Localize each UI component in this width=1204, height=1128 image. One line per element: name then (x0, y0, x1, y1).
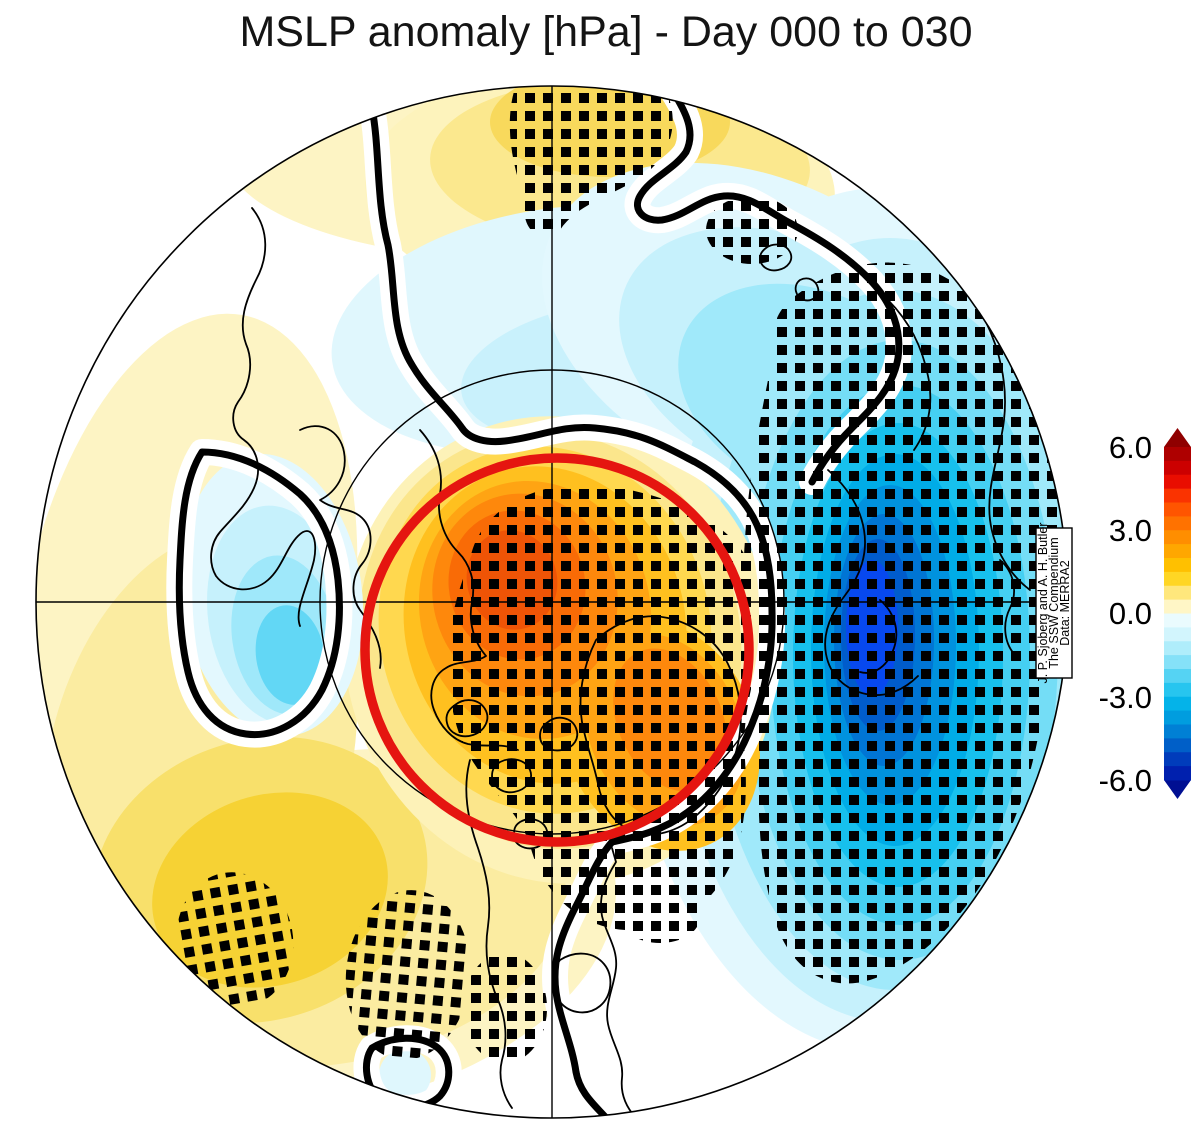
colorbar-segment (1164, 710, 1191, 726)
colorbar-segment (1164, 558, 1191, 573)
colorbar-tick-6: 6.0 (1109, 430, 1152, 465)
colorbar-segment (1164, 613, 1191, 628)
polar-map (36, 86, 1068, 1118)
colorbar-segment (1164, 627, 1191, 642)
coast-greenland (579, 615, 742, 836)
colorbar-arrow-top (1164, 428, 1191, 447)
colorbar-segment (1164, 766, 1191, 781)
attribution-line-1: J. P. Sjoberg and A. H. Butler (1036, 523, 1050, 684)
coast-kamchatka (210, 207, 317, 627)
coast-russia-east (984, 319, 1031, 591)
colorbar-segment (1164, 530, 1191, 545)
colorbar-segment (1164, 599, 1191, 615)
colorbar-tick-m3: -3.0 (1099, 680, 1152, 715)
colorbar: 6.0 3.0 0.0 -3.0 -6.0 (1099, 428, 1191, 799)
stipple-nw-atlantic (620, 891, 700, 943)
stipple-europe (743, 262, 1060, 984)
attribution-box: J. P. Sjoberg and A. H. Butler The SSW C… (1035, 523, 1073, 684)
colorbar-segment (1164, 502, 1191, 517)
colorbar-segments (1164, 447, 1191, 781)
polar-cap-highlight-circle (360, 453, 754, 847)
attribution-line-3: Data: MERRA2 (1058, 560, 1072, 645)
colorbar-segment (1164, 544, 1191, 559)
coast-nam-east (600, 847, 639, 1118)
colorbar-segment (1164, 585, 1191, 601)
colorbar-segment (1164, 474, 1191, 490)
colorbar-segment (1164, 682, 1191, 698)
colorbar-arrow-bottom (1164, 780, 1191, 799)
colorbar-segment (1164, 655, 1191, 670)
stipple-npac-3 (463, 953, 547, 1063)
coastlines (210, 207, 1031, 1118)
coast-hudson-bay (551, 952, 612, 1014)
colorbar-tick-0: 0.0 (1109, 596, 1152, 631)
coast-caspian (999, 559, 1017, 657)
coast-okhotsk (299, 425, 382, 669)
colorbar-segment (1164, 738, 1191, 753)
colorbar-segment (1164, 516, 1191, 531)
colorbar-segment (1164, 641, 1191, 656)
stipple-npac-2 (345, 890, 471, 1060)
coast-alaska (419, 429, 519, 751)
coast-arctic-island-1 (445, 699, 489, 738)
figure-title: MSLP anomaly [hPa] - Day 000 to 030 (239, 8, 972, 56)
coast-arctic-island-2 (491, 758, 532, 794)
colorbar-tick-m6: -6.0 (1099, 763, 1152, 798)
coast-novaya-zemlya (887, 299, 932, 451)
colorbar-segment (1164, 696, 1191, 712)
coast-scandinavia (824, 469, 919, 696)
colorbar-segment (1164, 460, 1191, 476)
colorbar-tick-3: 3.0 (1109, 513, 1152, 548)
coast-svalbard (759, 243, 820, 302)
colorbar-segment (1164, 669, 1191, 684)
colorbar-segment (1164, 571, 1191, 587)
stipple-npac-1 (176, 872, 294, 1008)
coast-arctic-island-3 (539, 716, 579, 752)
colorbar-segment (1164, 488, 1191, 504)
coast-baltic (859, 599, 898, 674)
colorbar-segment (1164, 752, 1191, 767)
colorbar-segment (1164, 447, 1191, 462)
stipple-siberia (509, 88, 673, 236)
colorbar-tick-labels: 6.0 3.0 0.0 -3.0 -6.0 (1099, 430, 1152, 798)
coast-nam-west (465, 759, 513, 1109)
attribution-frame (1035, 527, 1073, 679)
attribution-line-2: The SSW Compendium (1047, 537, 1061, 668)
colorbar-segment (1164, 724, 1191, 739)
stipple-kara (706, 196, 798, 264)
zero-hpa-contour (175, 86, 903, 1118)
